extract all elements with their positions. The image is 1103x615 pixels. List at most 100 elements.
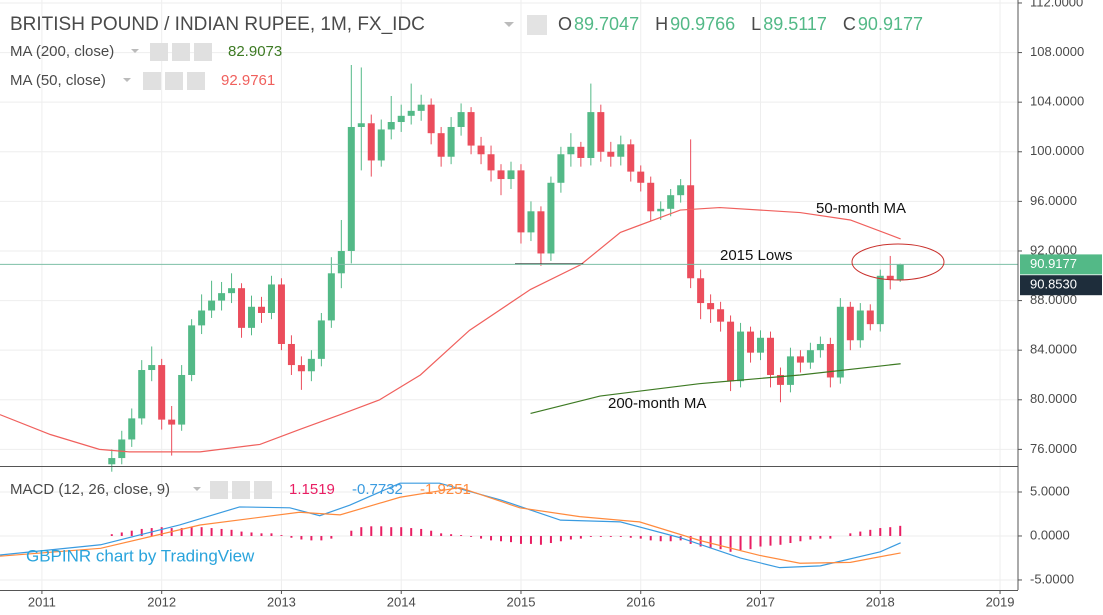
candle-body xyxy=(417,104,425,111)
candle-body xyxy=(866,310,874,325)
candle-body xyxy=(347,126,355,251)
y-tick-label: 88.0000 xyxy=(1030,292,1077,307)
y-tick-label: 96.0000 xyxy=(1030,193,1077,208)
ohlc-value: 89.7047 xyxy=(574,14,639,34)
candle-body xyxy=(148,365,156,371)
annotation: 200-month MA xyxy=(608,395,706,412)
candle-body xyxy=(198,310,206,326)
candle-body xyxy=(667,195,675,209)
y-tick-label: -5.0000 xyxy=(1030,571,1074,586)
candle-body xyxy=(487,154,495,171)
candle-body xyxy=(717,309,725,322)
candle-body xyxy=(677,185,685,196)
dropdown-arrow xyxy=(123,78,131,82)
candle-body xyxy=(507,170,515,180)
remove-icon[interactable] xyxy=(254,481,272,499)
remove-icon[interactable] xyxy=(187,72,205,90)
chart-title: BRITISH POUND / INDIAN RUPEE, 1M, FX_IDC xyxy=(10,14,425,35)
macd-title: MACD (12, 26, close, 9) xyxy=(10,481,170,498)
macd-line xyxy=(0,486,901,564)
candle-body xyxy=(497,170,505,180)
candle-body xyxy=(766,337,774,375)
candle-body xyxy=(836,306,844,378)
eye-icon[interactable] xyxy=(527,15,547,35)
ohlc-letter: L xyxy=(751,14,761,34)
ohlc-letter: H xyxy=(655,14,668,34)
candle-body xyxy=(327,273,335,321)
y-tick-label: 112.0000 xyxy=(1030,0,1083,9)
dropdown-arrow xyxy=(131,49,139,53)
candle-body xyxy=(637,171,645,183)
candle-body xyxy=(786,356,794,385)
candle-body xyxy=(228,288,236,294)
ohlc-letter: O xyxy=(558,14,572,34)
candle-body xyxy=(657,208,665,212)
candle-body xyxy=(337,250,345,274)
candle-body xyxy=(747,331,755,353)
candle-body xyxy=(627,144,635,172)
candle-body xyxy=(397,115,405,123)
candle-body xyxy=(757,337,765,353)
candle-body xyxy=(128,418,136,440)
settings-icon[interactable] xyxy=(232,481,250,499)
candle-body xyxy=(707,303,715,310)
marker-label: 90.8530 xyxy=(1030,277,1077,292)
settings-icon[interactable] xyxy=(165,72,183,90)
y-tick-label: 104.0000 xyxy=(1030,94,1084,109)
candle-body xyxy=(806,350,814,363)
x-tick-label: 2017 xyxy=(746,594,775,609)
candle-body xyxy=(537,211,545,254)
y-tick-label: 0.0000 xyxy=(1030,527,1070,542)
candle-body xyxy=(168,419,176,425)
candle-body xyxy=(557,154,565,183)
x-tick-label: 2013 xyxy=(267,594,296,609)
candle-body xyxy=(886,275,894,280)
y-tick-label: 108.0000 xyxy=(1030,44,1084,59)
macd-value: 1.1519 xyxy=(289,481,335,498)
candle-body xyxy=(846,306,854,341)
eye-icon[interactable] xyxy=(150,43,168,61)
candle-body xyxy=(776,374,784,385)
candle-body xyxy=(238,288,246,328)
y-tick-label: 84.0000 xyxy=(1030,342,1077,357)
candle-body xyxy=(188,325,196,375)
price-label-bg xyxy=(1020,254,1102,275)
ohlc-letter: C xyxy=(843,14,856,34)
settings-icon[interactable] xyxy=(172,43,190,61)
candle-body xyxy=(697,278,705,304)
candle-body xyxy=(896,264,904,280)
candle-body xyxy=(816,343,824,351)
candle-body xyxy=(617,144,625,157)
candle-body xyxy=(377,129,385,161)
annotation: 50-month MA xyxy=(816,200,906,217)
candle-body xyxy=(118,439,126,459)
remove-icon[interactable] xyxy=(194,43,212,61)
candle-body xyxy=(856,310,864,341)
x-tick-label: 2015 xyxy=(507,594,536,609)
candle-body xyxy=(737,331,745,382)
eye-icon[interactable] xyxy=(143,72,161,90)
price-label: 90.9177 xyxy=(1030,256,1077,271)
eye-icon[interactable] xyxy=(210,481,228,499)
x-tick-label: 2014 xyxy=(387,594,416,609)
ohlc-value: 90.9766 xyxy=(670,14,735,34)
candle-body xyxy=(427,104,435,134)
x-tick-label: 2011 xyxy=(28,594,56,609)
candle-body xyxy=(577,146,585,158)
candle-body xyxy=(257,306,265,313)
candle-body xyxy=(687,185,695,279)
candle-body xyxy=(527,211,535,233)
legend-name: MA (200, close) xyxy=(10,43,114,60)
dropdown-arrow xyxy=(504,22,514,27)
moving-average-line xyxy=(0,206,901,453)
candle-body xyxy=(267,284,275,313)
x-tick-label: 2016 xyxy=(626,594,655,609)
legend-value: 82.9073 xyxy=(228,43,282,60)
candle-body xyxy=(208,300,216,311)
candle-body xyxy=(447,126,455,157)
candle-body xyxy=(287,343,295,366)
candle-body xyxy=(138,370,146,419)
y-tick-label: 76.0000 xyxy=(1030,441,1077,456)
